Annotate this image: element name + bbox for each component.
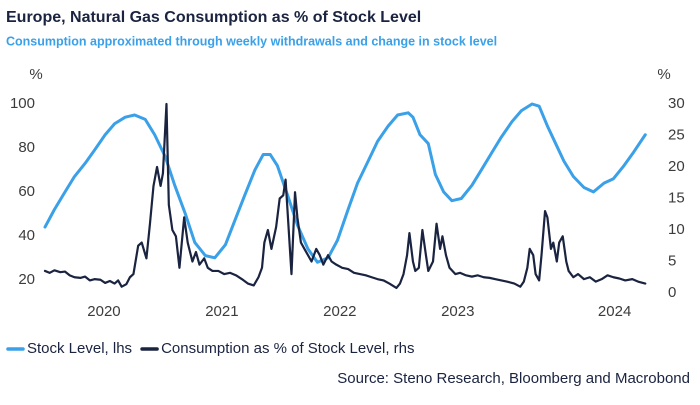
y2-tick-label: 20: [668, 158, 685, 175]
y2-tick-label: 30: [668, 95, 685, 112]
y2-tick-label: 5: [668, 252, 676, 269]
chart-subtitle: Consumption approximated through weekly …: [6, 34, 497, 48]
legend-label: Stock Level, lhs: [27, 340, 132, 357]
x-tick-label: 2023: [441, 303, 474, 320]
y-tick-label: 20: [18, 271, 35, 288]
x-tick-label: 2022: [323, 303, 356, 320]
data-line: [43, 102, 647, 264]
x-tick-label: 2021: [205, 303, 238, 320]
y2-tick-label: 10: [668, 221, 685, 238]
data-line: [43, 102, 647, 290]
source-note: Source: Steno Research, Bloomberg and Ma…: [337, 370, 690, 387]
y-tick-label: 80: [18, 139, 35, 156]
y-tick-label: 60: [18, 183, 35, 200]
y-axis-label: %: [29, 66, 42, 83]
y2-axis-label: %: [657, 66, 670, 83]
x-tick-label: 2020: [87, 303, 120, 320]
legend-label: Consumption as % of Stock Level, rhs: [161, 340, 414, 357]
y2-tick-label: 15: [668, 189, 685, 206]
y2-tick-label: 0: [668, 284, 676, 301]
x-tick-label: 2024: [598, 303, 631, 320]
y-tick-label: 40: [18, 227, 35, 244]
y-tick-label: 100: [10, 95, 35, 112]
y2-tick-label: 25: [668, 126, 685, 143]
chart-title: Europe, Natural Gas Consumption as % of …: [6, 9, 421, 26]
